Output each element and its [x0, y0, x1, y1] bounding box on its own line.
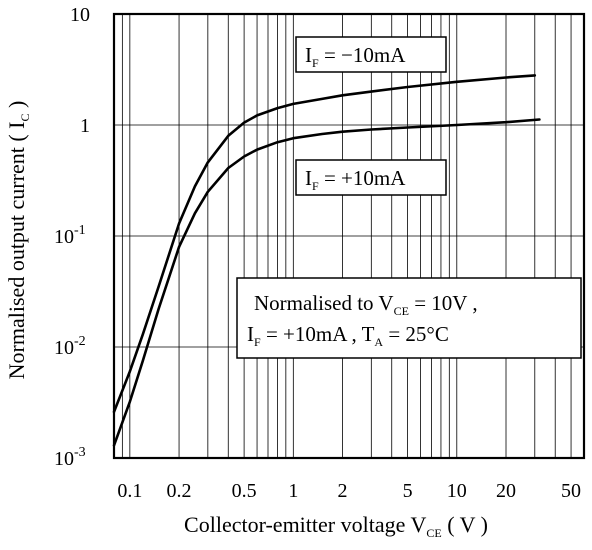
- x-tick-label: 10: [447, 480, 467, 502]
- series-label-pos: IF = +10mA: [295, 159, 447, 196]
- x-tick-label: 0.1: [117, 480, 142, 502]
- series-label-pos-text: IF = +10mA: [305, 166, 406, 193]
- series-label-neg-text: IF = −10mA: [305, 43, 406, 70]
- series-label-neg: IF = −10mA: [295, 36, 447, 73]
- conditions-box: [236, 277, 582, 359]
- x-tick-label: 5: [403, 480, 413, 502]
- series-label-neg-box: [295, 36, 447, 73]
- x-tick-label: 2: [338, 480, 348, 502]
- conditions-line-2: IF = +10mA , TA = 25°C: [247, 322, 449, 349]
- y-tick-label: 10-2: [54, 334, 86, 359]
- x-tick-label: 1: [288, 480, 298, 502]
- series-line-0: [112, 74, 537, 414]
- curves: [112, 74, 541, 447]
- x-tick-label: 0.5: [232, 480, 257, 502]
- x-tick-labels: 0.1 0.2 0.5 1 2 5 10 20 50: [117, 480, 581, 502]
- x-tick-label: 0.2: [167, 480, 192, 502]
- y-axis-title: Normalised output current ( IC ): [4, 101, 32, 380]
- x-tick-label: 20: [496, 480, 516, 502]
- x-tick-label: 50: [561, 480, 581, 502]
- series-line-1: [112, 118, 541, 447]
- y-tick-label: 10-3: [54, 445, 86, 470]
- conditions-line-1: Normalised to VCE = 10V ,: [254, 291, 478, 318]
- y-tick-label: 10-1: [54, 223, 86, 248]
- y-tick-labels: 10 1 10-1 10-2 10-3: [54, 4, 90, 470]
- series-label-pos-box: [295, 159, 447, 196]
- x-axis-title: Collector-emitter voltage VCE ( V ): [184, 512, 488, 540]
- plot-frame: [112, 12, 586, 460]
- y-tick-label: 1: [80, 115, 90, 137]
- y-tick-label: 10: [70, 4, 90, 26]
- conditions-annotation: Normalised to VCE = 10V , IF = +10mA , T…: [236, 277, 582, 359]
